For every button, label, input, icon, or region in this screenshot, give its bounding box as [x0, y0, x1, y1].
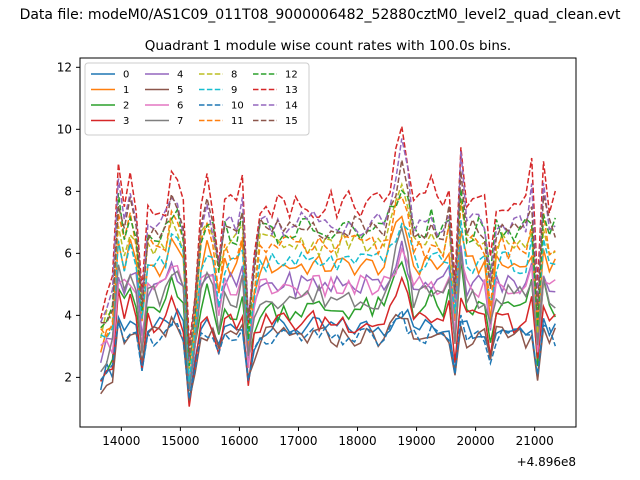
x-axis: 14000 15000 16000 17000 18000 19000 20000 21000: [102, 427, 554, 448]
x-tick-label: 18000: [338, 434, 376, 448]
legend-label-12: 12: [285, 70, 298, 81]
figure-suptitle: Data file: modeM0/AS1C09_011T08_90000064…: [20, 7, 621, 23]
legend-label-3: 3: [123, 116, 129, 127]
x-tick-label: 17000: [279, 434, 317, 448]
x-tick-label: 14000: [102, 434, 140, 448]
legend-label-13: 13: [285, 85, 298, 96]
series-line-11: [100, 195, 556, 365]
series-line-6: [100, 246, 556, 380]
legend-label-5: 5: [177, 85, 183, 96]
y-tick-label: 10: [57, 122, 72, 136]
x-tick-label: 15000: [161, 434, 199, 448]
y-tick-label: 4: [64, 308, 72, 322]
legend-label-10: 10: [231, 101, 244, 112]
series-line-3: [100, 275, 556, 407]
legend-label-6: 6: [177, 101, 183, 112]
legend-label-8: 8: [231, 70, 237, 81]
series-line-13: [99, 126, 557, 346]
y-tick-label: 8: [64, 184, 72, 198]
legend-label-14: 14: [285, 101, 298, 112]
legend-label-2: 2: [123, 101, 129, 112]
series-line-9: [100, 220, 556, 383]
legend-label-7: 7: [177, 116, 183, 127]
x-tick-label: 21000: [516, 434, 554, 448]
legend-frame: [84, 62, 310, 136]
series-line-15: [100, 159, 557, 357]
y-tick-label: 12: [57, 60, 72, 74]
x-tick-label: 20000: [457, 434, 495, 448]
axes-frame: [79, 57, 577, 428]
legend-label-9: 9: [231, 85, 237, 96]
plot-area: [79, 57, 577, 428]
series-line-1: [99, 215, 556, 384]
series-line-10: [100, 308, 557, 400]
series-line-2: [100, 259, 556, 392]
legend-label-11: 11: [231, 116, 244, 127]
chart-title: Quadrant 1 module wise count rates with …: [145, 38, 511, 54]
legend-label-15: 15: [285, 116, 298, 127]
x-offset-label: +4.896e8: [517, 455, 576, 469]
series-line-7: [100, 224, 556, 390]
series-line-12: [100, 188, 557, 366]
legend-label-0: 0: [123, 70, 129, 81]
x-tick-label: 19000: [397, 434, 435, 448]
legend-label-1: 1: [123, 85, 129, 96]
legend-label-4: 4: [177, 70, 183, 81]
series-line-5: [100, 313, 556, 401]
y-tick-label: 6: [64, 246, 72, 260]
y-tick-label: 2: [64, 370, 72, 384]
y-axis: 2 4 6 8 10 12: [57, 60, 80, 384]
x-tick-label: 16000: [220, 434, 258, 448]
